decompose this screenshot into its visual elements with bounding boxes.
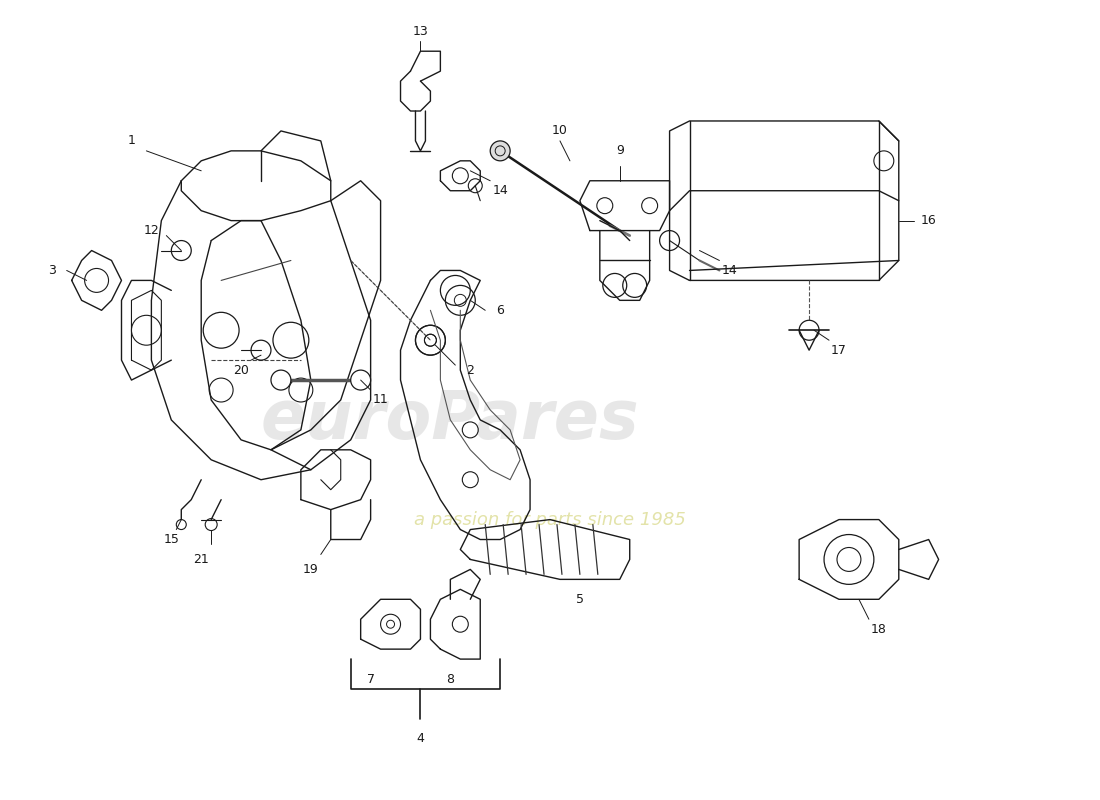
Circle shape bbox=[351, 370, 371, 390]
Text: 7: 7 bbox=[366, 673, 375, 686]
Circle shape bbox=[491, 141, 510, 161]
Text: 17: 17 bbox=[832, 344, 847, 357]
Text: 3: 3 bbox=[47, 264, 56, 277]
Text: 5: 5 bbox=[576, 593, 584, 606]
Text: 19: 19 bbox=[302, 563, 319, 576]
Text: 15: 15 bbox=[164, 533, 179, 546]
Text: 12: 12 bbox=[143, 224, 160, 237]
Text: 8: 8 bbox=[447, 673, 454, 686]
Text: 14: 14 bbox=[493, 184, 508, 198]
Text: 14: 14 bbox=[722, 264, 737, 277]
Text: 20: 20 bbox=[233, 364, 249, 377]
Text: 9: 9 bbox=[616, 144, 624, 158]
Text: 21: 21 bbox=[194, 553, 209, 566]
Text: 10: 10 bbox=[552, 125, 568, 138]
Text: 6: 6 bbox=[496, 304, 504, 317]
Text: 18: 18 bbox=[871, 622, 887, 636]
Text: a passion for parts since 1985: a passion for parts since 1985 bbox=[414, 510, 686, 529]
Text: 4: 4 bbox=[417, 732, 425, 746]
Circle shape bbox=[824, 534, 873, 584]
Text: 2: 2 bbox=[466, 364, 474, 377]
Text: 16: 16 bbox=[921, 214, 936, 227]
Circle shape bbox=[271, 370, 290, 390]
Text: euroPares: euroPares bbox=[261, 387, 640, 453]
Text: 11: 11 bbox=[373, 394, 388, 406]
Text: 13: 13 bbox=[412, 25, 428, 38]
Text: 1: 1 bbox=[128, 134, 135, 147]
